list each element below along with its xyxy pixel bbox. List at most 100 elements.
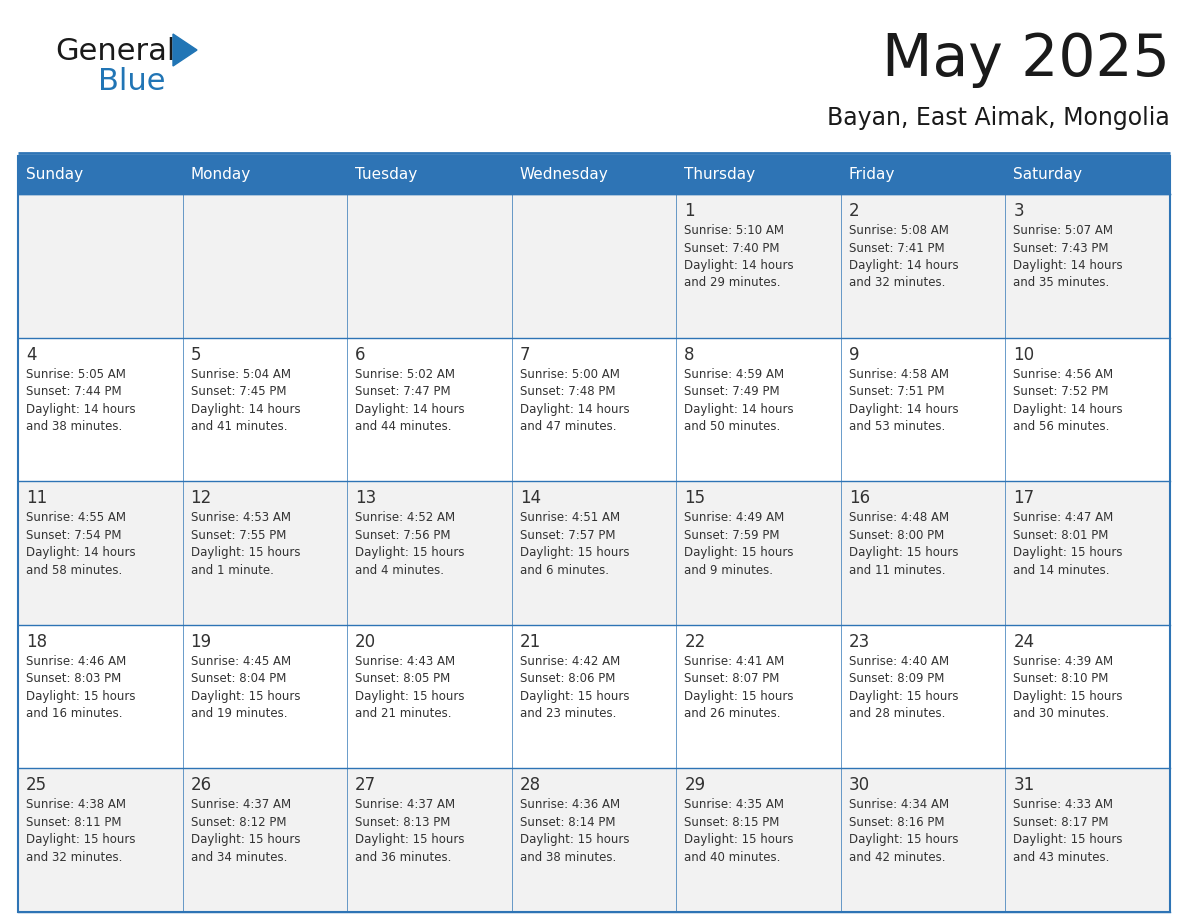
Text: 5: 5: [190, 345, 201, 364]
Text: Saturday: Saturday: [1013, 167, 1082, 183]
Text: 13: 13: [355, 489, 377, 508]
Text: and 1 minute.: and 1 minute.: [190, 564, 273, 577]
Text: Sunrise: 4:39 AM: Sunrise: 4:39 AM: [1013, 655, 1113, 667]
Text: and 32 minutes.: and 32 minutes.: [26, 851, 122, 864]
Text: Daylight: 14 hours: Daylight: 14 hours: [1013, 259, 1123, 272]
Text: Bayan, East Aimak, Mongolia: Bayan, East Aimak, Mongolia: [827, 106, 1170, 130]
Text: Sunset: 8:16 PM: Sunset: 8:16 PM: [849, 816, 944, 829]
Text: Sunrise: 4:35 AM: Sunrise: 4:35 AM: [684, 799, 784, 812]
Text: May 2025: May 2025: [883, 31, 1170, 88]
Bar: [1005, 156, 1170, 194]
Text: Sunset: 8:07 PM: Sunset: 8:07 PM: [684, 672, 779, 686]
Text: Daylight: 15 hours: Daylight: 15 hours: [849, 546, 959, 559]
Text: Daylight: 14 hours: Daylight: 14 hours: [190, 403, 301, 416]
Text: Sunrise: 4:46 AM: Sunrise: 4:46 AM: [26, 655, 126, 667]
Text: Sunset: 7:49 PM: Sunset: 7:49 PM: [684, 385, 779, 398]
Text: Daylight: 14 hours: Daylight: 14 hours: [519, 403, 630, 416]
Text: 15: 15: [684, 489, 706, 508]
Text: 3: 3: [1013, 202, 1024, 220]
Text: 17: 17: [1013, 489, 1035, 508]
Text: Daylight: 15 hours: Daylight: 15 hours: [684, 689, 794, 703]
Text: 11: 11: [26, 489, 48, 508]
Text: Sunset: 7:54 PM: Sunset: 7:54 PM: [26, 529, 121, 542]
Text: and 16 minutes.: and 16 minutes.: [26, 707, 122, 721]
Text: Sunrise: 4:37 AM: Sunrise: 4:37 AM: [355, 799, 455, 812]
Text: Sunrise: 4:45 AM: Sunrise: 4:45 AM: [190, 655, 291, 667]
Text: Sunrise: 4:52 AM: Sunrise: 4:52 AM: [355, 511, 455, 524]
Text: 31: 31: [1013, 777, 1035, 794]
Text: Sunset: 8:05 PM: Sunset: 8:05 PM: [355, 672, 450, 686]
Text: Daylight: 15 hours: Daylight: 15 hours: [1013, 834, 1123, 846]
Text: Daylight: 15 hours: Daylight: 15 hours: [1013, 546, 1123, 559]
Text: and 50 minutes.: and 50 minutes.: [684, 420, 781, 433]
Text: and 19 minutes.: and 19 minutes.: [190, 707, 287, 721]
Text: Tuesday: Tuesday: [355, 167, 417, 183]
Text: and 44 minutes.: and 44 minutes.: [355, 420, 451, 433]
Bar: [18, 194, 1170, 338]
Text: Daylight: 14 hours: Daylight: 14 hours: [849, 403, 959, 416]
Text: Daylight: 15 hours: Daylight: 15 hours: [190, 546, 301, 559]
Text: 23: 23: [849, 633, 870, 651]
Text: Sunset: 8:14 PM: Sunset: 8:14 PM: [519, 816, 615, 829]
Text: Sunset: 8:04 PM: Sunset: 8:04 PM: [190, 672, 286, 686]
Text: and 30 minutes.: and 30 minutes.: [1013, 707, 1110, 721]
Text: Sunset: 8:01 PM: Sunset: 8:01 PM: [1013, 529, 1108, 542]
Bar: [18, 338, 1170, 481]
Text: Sunset: 8:03 PM: Sunset: 8:03 PM: [26, 672, 121, 686]
Text: and 4 minutes.: and 4 minutes.: [355, 564, 444, 577]
Text: Daylight: 15 hours: Daylight: 15 hours: [190, 834, 301, 846]
Text: 29: 29: [684, 777, 706, 794]
Text: 20: 20: [355, 633, 377, 651]
Text: Sunset: 8:17 PM: Sunset: 8:17 PM: [1013, 816, 1108, 829]
Text: Friday: Friday: [849, 167, 896, 183]
Text: Sunrise: 4:47 AM: Sunrise: 4:47 AM: [1013, 511, 1113, 524]
Text: Sunrise: 4:40 AM: Sunrise: 4:40 AM: [849, 655, 949, 667]
Bar: [18, 768, 1170, 912]
Text: 9: 9: [849, 345, 859, 364]
Text: 18: 18: [26, 633, 48, 651]
Text: Sunrise: 5:07 AM: Sunrise: 5:07 AM: [1013, 224, 1113, 237]
Text: and 36 minutes.: and 36 minutes.: [355, 851, 451, 864]
Text: and 58 minutes.: and 58 minutes.: [26, 564, 122, 577]
Text: and 35 minutes.: and 35 minutes.: [1013, 276, 1110, 289]
Text: 14: 14: [519, 489, 541, 508]
Text: 19: 19: [190, 633, 211, 651]
Text: Daylight: 14 hours: Daylight: 14 hours: [849, 259, 959, 272]
Text: Daylight: 14 hours: Daylight: 14 hours: [684, 403, 794, 416]
Text: Sunset: 8:15 PM: Sunset: 8:15 PM: [684, 816, 779, 829]
Text: Sunrise: 5:02 AM: Sunrise: 5:02 AM: [355, 367, 455, 381]
Text: Sunset: 7:48 PM: Sunset: 7:48 PM: [519, 385, 615, 398]
Text: Daylight: 15 hours: Daylight: 15 hours: [26, 689, 135, 703]
Bar: [18, 625, 1170, 768]
Text: and 23 minutes.: and 23 minutes.: [519, 707, 617, 721]
Text: and 29 minutes.: and 29 minutes.: [684, 276, 781, 289]
Text: 24: 24: [1013, 633, 1035, 651]
Text: Blue: Blue: [97, 68, 165, 96]
Text: Daylight: 14 hours: Daylight: 14 hours: [355, 403, 465, 416]
Text: 27: 27: [355, 777, 377, 794]
Text: and 14 minutes.: and 14 minutes.: [1013, 564, 1110, 577]
Text: Daylight: 15 hours: Daylight: 15 hours: [519, 546, 630, 559]
Text: Daylight: 14 hours: Daylight: 14 hours: [26, 403, 135, 416]
Text: 1: 1: [684, 202, 695, 220]
Text: Sunset: 7:47 PM: Sunset: 7:47 PM: [355, 385, 450, 398]
Text: and 9 minutes.: and 9 minutes.: [684, 564, 773, 577]
Text: Sunset: 7:52 PM: Sunset: 7:52 PM: [1013, 385, 1108, 398]
Text: Sunrise: 4:33 AM: Sunrise: 4:33 AM: [1013, 799, 1113, 812]
Text: Monday: Monday: [190, 167, 251, 183]
Text: and 43 minutes.: and 43 minutes.: [1013, 851, 1110, 864]
Text: Sunset: 8:11 PM: Sunset: 8:11 PM: [26, 816, 121, 829]
Text: Sunrise: 5:00 AM: Sunrise: 5:00 AM: [519, 367, 620, 381]
Text: Sunrise: 4:55 AM: Sunrise: 4:55 AM: [26, 511, 126, 524]
Text: Sunrise: 4:56 AM: Sunrise: 4:56 AM: [1013, 367, 1113, 381]
Text: Sunset: 7:41 PM: Sunset: 7:41 PM: [849, 241, 944, 254]
Text: 8: 8: [684, 345, 695, 364]
Text: and 34 minutes.: and 34 minutes.: [190, 851, 287, 864]
Text: 6: 6: [355, 345, 366, 364]
Text: and 41 minutes.: and 41 minutes.: [190, 420, 287, 433]
Text: Daylight: 14 hours: Daylight: 14 hours: [26, 546, 135, 559]
Text: and 53 minutes.: and 53 minutes.: [849, 420, 946, 433]
Text: Sunset: 7:44 PM: Sunset: 7:44 PM: [26, 385, 121, 398]
Text: Daylight: 15 hours: Daylight: 15 hours: [26, 834, 135, 846]
Bar: [512, 156, 676, 194]
